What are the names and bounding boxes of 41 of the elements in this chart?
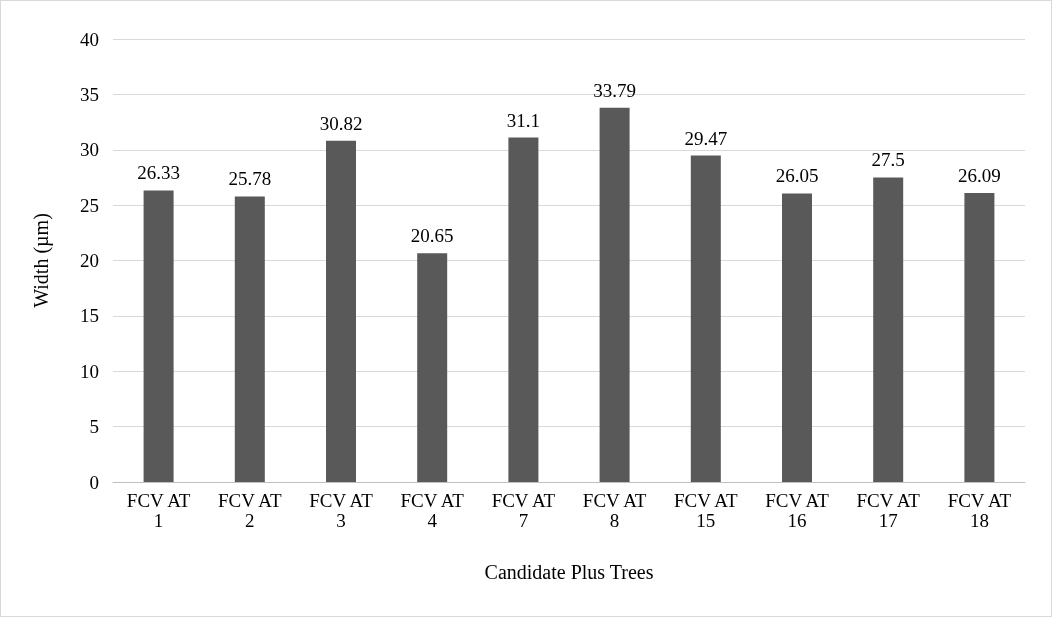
bar (599, 107, 630, 482)
data-label: 31.1 (506, 109, 541, 131)
data-label: 30.82 (319, 112, 363, 134)
data-label: 26.09 (958, 165, 1001, 187)
x-tick-label: FCV AT 2 (218, 489, 282, 531)
x-tick-label: FCV AT 15 (674, 489, 738, 531)
data-label: 26.05 (775, 165, 819, 187)
x-tick-label: FCV AT 1 (126, 489, 191, 531)
x-tick-label: FCV AT 17 (856, 489, 921, 531)
bar (417, 253, 448, 482)
x-tick-label: FCV AT 18 (947, 489, 1012, 531)
data-label: 26.33 (137, 162, 180, 184)
bar (964, 193, 995, 482)
bar (873, 177, 904, 482)
bar (782, 193, 812, 482)
y-tick-label: 40 (80, 28, 99, 50)
x-tick-label: FCV AT 7 (491, 489, 556, 531)
data-label: 25.78 (228, 168, 272, 190)
y-axis-title: Width (µm) (30, 213, 53, 308)
x-axis-title: Candidate Plus Trees (484, 561, 654, 583)
x-tick-label: FCV AT 3 (309, 489, 374, 531)
y-tick-label: 35 (80, 83, 99, 105)
y-tick-label: 30 (80, 139, 99, 161)
bar (508, 137, 539, 482)
y-tick-label: 15 (80, 305, 99, 327)
bar (690, 155, 721, 482)
x-tick-label: FCV AT 8 (582, 489, 647, 531)
y-tick-label: 5 (89, 416, 99, 438)
y-tick-label: 0 (89, 471, 99, 493)
data-label: 33.79 (593, 79, 636, 101)
data-label: 27.5 (871, 149, 905, 171)
bar (234, 196, 265, 482)
x-tick-label: FCV AT 4 (400, 489, 465, 531)
data-label: 20.65 (410, 225, 454, 247)
y-tick-label: 10 (80, 360, 99, 382)
y-tick-label: 25 (80, 194, 99, 216)
x-tick-label: FCV AT 16 (765, 489, 830, 531)
bar (143, 190, 174, 482)
bar (326, 140, 356, 482)
y-tick-label: 20 (80, 250, 99, 271)
data-label: 29.47 (684, 127, 728, 149)
